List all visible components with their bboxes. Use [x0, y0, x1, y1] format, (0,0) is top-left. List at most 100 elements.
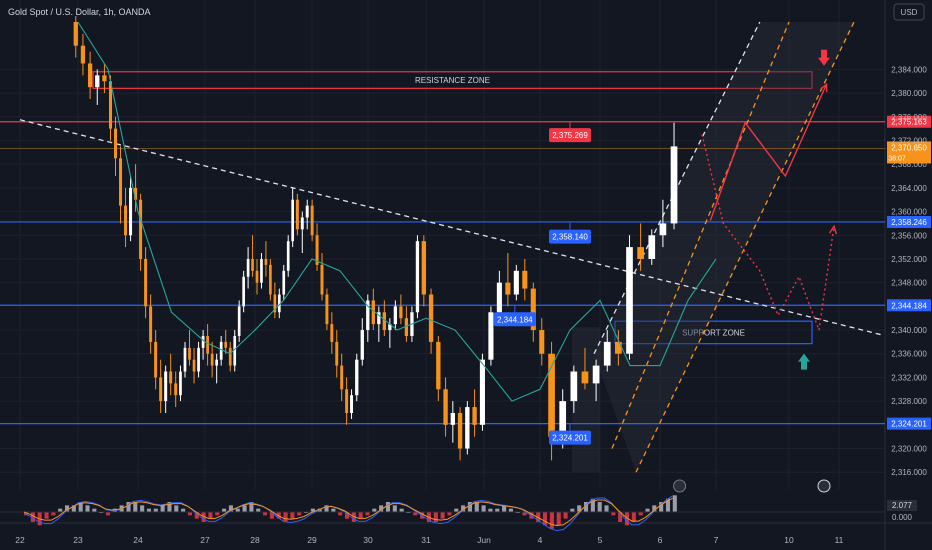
candle-body — [615, 341, 622, 354]
candle-body — [592, 365, 600, 384]
candle — [443, 377, 448, 437]
ascending-channel-lower — [635, 21, 855, 473]
candle — [80, 33, 86, 76]
candle-body — [192, 359, 196, 372]
price-tick-label: 2,364.000 — [891, 184, 927, 193]
candle — [224, 330, 228, 354]
candle — [134, 164, 138, 212]
currency-button[interactable]: USD — [893, 3, 925, 21]
candle-body — [102, 75, 107, 82]
candle — [95, 69, 100, 105]
callout-bg — [549, 229, 591, 244]
osc-bar — [324, 505, 329, 512]
candle-body — [224, 341, 228, 348]
osc-bar — [153, 508, 158, 512]
osc-bar — [508, 508, 513, 512]
time-tick-label: 6 — [658, 535, 663, 545]
time-tick-label: 7 — [714, 535, 719, 545]
candle-body — [242, 276, 245, 307]
candle — [233, 330, 237, 372]
osc-bar — [30, 512, 35, 522]
time-tick-label: 23 — [73, 535, 83, 545]
osc-bar — [474, 502, 479, 512]
candle — [114, 116, 118, 177]
candle-body — [522, 270, 528, 289]
candle — [592, 359, 600, 402]
price-tag-bg — [887, 215, 931, 228]
candle-body — [80, 45, 86, 64]
callout-label: 2,375.269 — [552, 131, 588, 140]
osc-bar — [522, 512, 527, 516]
osc-bar — [249, 502, 254, 512]
osc-bar — [215, 512, 220, 516]
osc-bar — [344, 512, 350, 519]
candle-body — [149, 306, 153, 342]
candle-body — [670, 146, 678, 224]
candle — [320, 253, 324, 301]
time-axis[interactable]: 22 23 24 27 28 29 30 31 Jun 4 5 6 7 10 11 — [15, 535, 843, 545]
candle — [465, 401, 470, 455]
candle — [109, 75, 113, 141]
candle — [149, 294, 153, 354]
osc-bar — [645, 508, 650, 512]
candle — [260, 253, 263, 289]
candle-body — [114, 128, 118, 159]
candle-body — [340, 365, 344, 390]
candle — [295, 193, 299, 236]
candle — [237, 300, 241, 342]
callout-label: 2,344.184 — [497, 315, 533, 324]
osc-bar — [331, 508, 336, 512]
candle-body — [404, 318, 409, 336]
osc-bar — [242, 505, 247, 512]
candle-body — [139, 199, 143, 259]
candle — [219, 335, 223, 366]
osc-bar — [269, 512, 274, 519]
candle — [350, 389, 354, 419]
bullish-path-b-dotted-arrowhead — [828, 224, 838, 235]
candle-body — [399, 306, 403, 319]
candle — [488, 306, 494, 366]
osc-bar — [549, 512, 554, 529]
osc-bar — [44, 512, 49, 519]
osc-bar — [624, 512, 630, 526]
candle — [174, 371, 178, 408]
osc-bar — [583, 502, 589, 512]
candle — [154, 330, 158, 390]
osc-bar — [379, 505, 384, 512]
price-tick-label: 2,336.000 — [891, 350, 927, 359]
bullish-path-a — [709, 83, 828, 221]
osc-bar — [392, 505, 397, 512]
candle-body — [496, 282, 502, 313]
osc-bar — [235, 508, 240, 512]
candle — [366, 294, 370, 342]
candle — [169, 353, 173, 396]
candle-body — [95, 75, 100, 88]
time-tick-label: 24 — [133, 535, 143, 545]
osc-bar — [351, 512, 356, 522]
osc-bar — [543, 512, 548, 526]
candle-body — [201, 335, 205, 348]
osc-bar — [160, 505, 165, 512]
candle — [340, 353, 344, 402]
candle-body — [87, 63, 93, 88]
candle — [415, 235, 420, 319]
osc-bar — [174, 505, 179, 512]
candle-body — [210, 353, 214, 366]
candle — [325, 288, 329, 331]
candle-body — [648, 235, 656, 259]
candle — [393, 300, 398, 331]
support-zone-label: SUPPORT ZONE — [682, 328, 745, 337]
osc-value-tag: 2.077 — [887, 500, 917, 511]
osc-macd-line — [23, 495, 674, 532]
callout-bg — [549, 128, 591, 143]
candle — [159, 359, 163, 413]
price-tick-label: 2,316.000 — [891, 468, 927, 477]
scenario-paths-layer — [673, 49, 838, 493]
price-axis[interactable]: 2,316.000 2,320.000 2,324.201 2,328.000 2,33… — [887, 65, 931, 477]
osc-bar — [126, 502, 131, 512]
price-tick-label: 2,340.000 — [891, 326, 927, 335]
candle-body — [488, 312, 494, 360]
osc-value-bg — [887, 500, 917, 511]
candle-body — [273, 294, 277, 313]
